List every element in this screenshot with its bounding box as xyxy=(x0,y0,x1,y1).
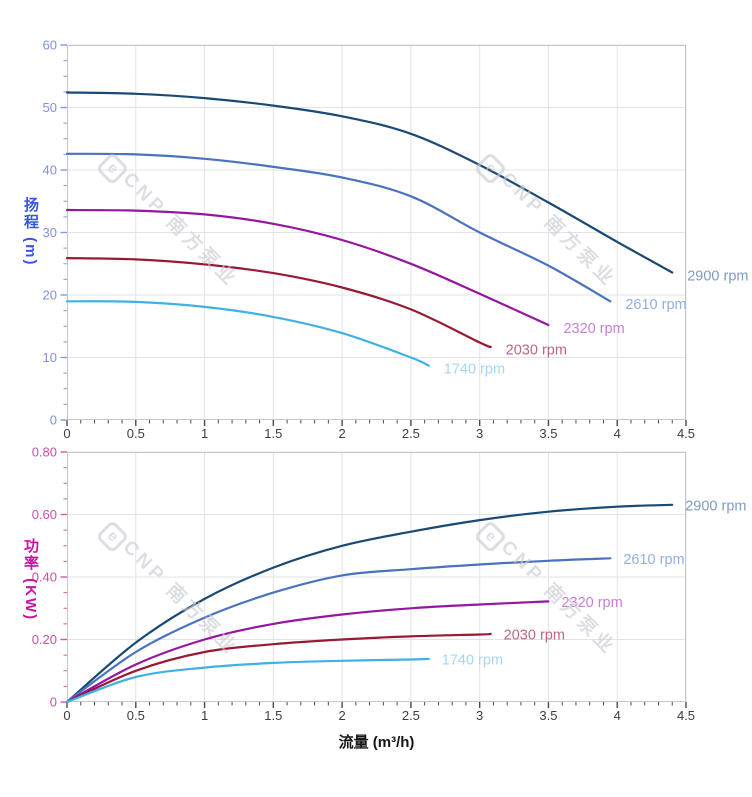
curve-2900-rpm xyxy=(65,503,674,704)
x-tick-label: 0.5 xyxy=(127,708,145,723)
x-tick-label: 3 xyxy=(476,426,483,441)
x-tick-label: 4.5 xyxy=(677,708,695,723)
y-tick-label: 20 xyxy=(43,288,57,303)
curve-label-2320-rpm: 2320 rpm xyxy=(561,595,622,611)
x-tick-label: 2.5 xyxy=(402,426,420,441)
head-flow-chart: 0 0.5 1 1.5 2 2.5 3 3.5 4 4.5 0 10 20 30 40 50 60 2900 rp… xyxy=(43,38,749,442)
x-tick-label: 2 xyxy=(338,426,345,441)
y-tick-label: 0.20 xyxy=(32,632,57,647)
plot-border xyxy=(67,45,686,420)
x-tick-label: 2.5 xyxy=(402,708,420,723)
x-tick-label: 1 xyxy=(201,708,208,723)
curve-2030-rpm xyxy=(65,257,492,348)
curve-2030-rpm xyxy=(65,632,492,704)
curve-2320-rpm xyxy=(65,208,550,327)
flow-axis-title: 流量 (m³/h) xyxy=(338,734,415,751)
curve-label-1740-rpm: 1740 rpm xyxy=(444,361,505,377)
curve-label-2610-rpm: 2610 rpm xyxy=(623,552,684,568)
x-tick-label: 2 xyxy=(338,708,345,723)
curve-label-2030-rpm: 2030 rpm xyxy=(504,628,565,644)
curve-1740-rpm xyxy=(65,300,430,367)
curve-label-2320-rpm: 2320 rpm xyxy=(563,321,624,337)
curve-label-2610-rpm: 2610 rpm xyxy=(625,297,686,313)
x-tick-label: 0 xyxy=(63,708,70,723)
y-tick-label: 10 xyxy=(43,350,57,365)
y-tick-label: 0 xyxy=(50,695,57,710)
head-axis-title: 扬程 (m) xyxy=(22,197,39,267)
curve-2320-rpm xyxy=(65,600,550,704)
x-tick-label: 0 xyxy=(63,426,70,441)
x-tick-label: 3 xyxy=(476,708,483,723)
x-tick-label: 4.5 xyxy=(677,426,695,441)
x-tick-label: 0.5 xyxy=(127,426,145,441)
x-tick-label: 3.5 xyxy=(539,426,557,441)
y-tick-label: 0.40 xyxy=(32,570,57,585)
x-tick-label: 1.5 xyxy=(264,426,282,441)
curve-label-1740-rpm: 1740 rpm xyxy=(442,653,503,669)
curve-label-2900-rpm: 2900 rpm xyxy=(687,268,748,284)
y-tick-label: 40 xyxy=(43,163,57,178)
x-tick-label: 4 xyxy=(614,708,621,723)
power-axis-title: 功率 (KW) xyxy=(22,538,39,622)
y-tick-label: 0.80 xyxy=(32,445,57,460)
curve-label-2900-rpm: 2900 rpm xyxy=(685,499,746,515)
curve-1740-rpm xyxy=(65,657,430,704)
x-tick-label: 3.5 xyxy=(539,708,557,723)
x-tick-label: 1 xyxy=(201,426,208,441)
y-tick-label: 50 xyxy=(43,100,57,115)
plot-border xyxy=(67,452,686,702)
curve-2610-rpm xyxy=(65,557,612,704)
y-tick-label: 0 xyxy=(50,413,57,428)
curve-2610-rpm xyxy=(65,152,612,303)
power-flow-chart: 0 0.5 1 1.5 2 2.5 3 3.5 4 4.5 0 0.20 0.40 0.60 0.80 290… xyxy=(32,445,747,724)
curve-2900-rpm xyxy=(65,91,674,274)
y-tick-label: 30 xyxy=(43,225,57,240)
x-tick-label: 4 xyxy=(614,426,621,441)
y-tick-label: 60 xyxy=(43,38,57,53)
curve-label-2030-rpm: 2030 rpm xyxy=(506,343,567,359)
y-tick-label: 0.60 xyxy=(32,507,57,522)
x-tick-label: 1.5 xyxy=(264,708,282,723)
